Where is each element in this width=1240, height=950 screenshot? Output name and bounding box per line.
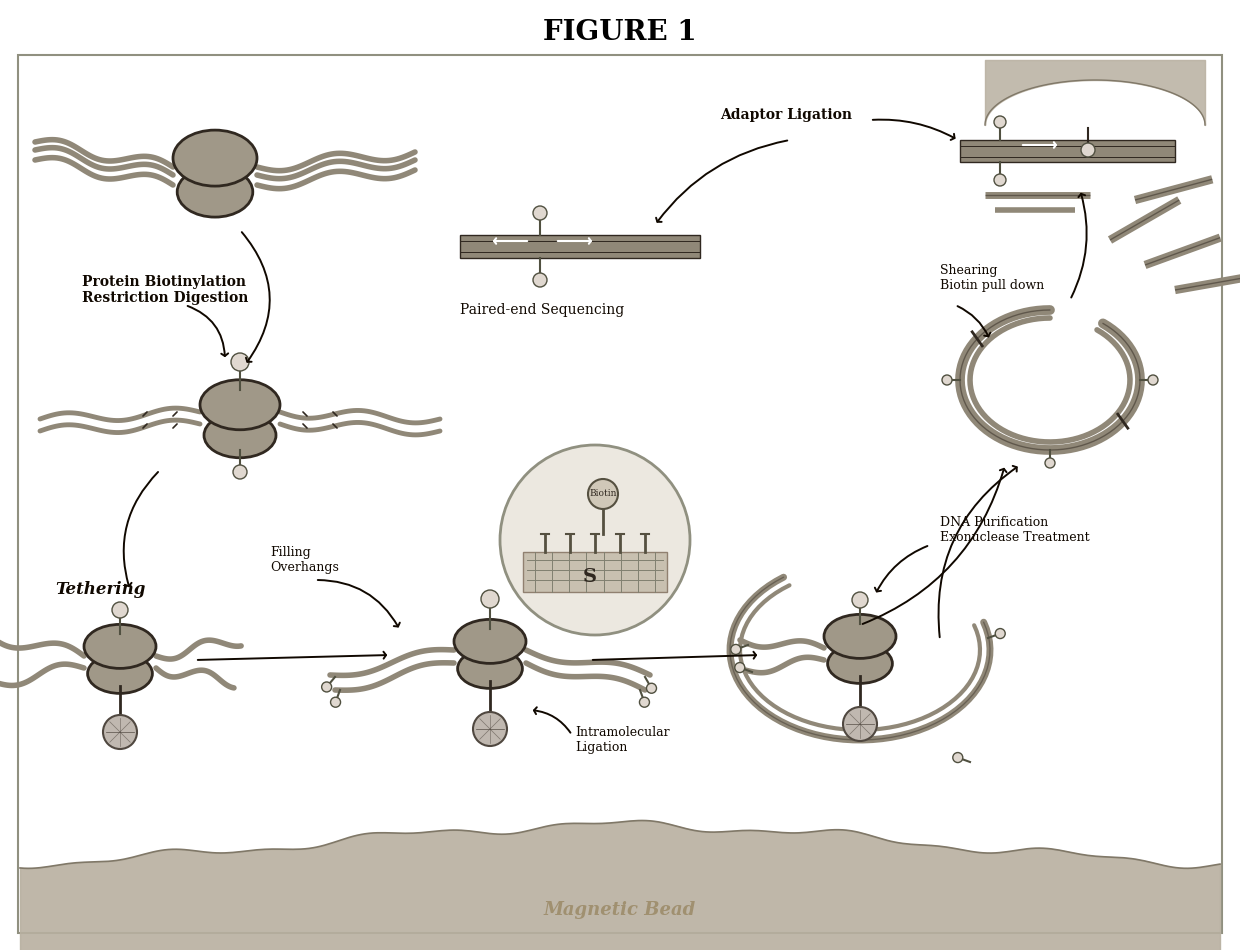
Bar (460, 235, 701, 258)
Ellipse shape (84, 624, 156, 669)
Ellipse shape (177, 166, 253, 218)
Text: Adaptor Ligation: Adaptor Ligation (720, 108, 852, 122)
Circle shape (331, 697, 341, 707)
Text: FIGURE 1: FIGURE 1 (543, 18, 697, 46)
Ellipse shape (827, 644, 893, 683)
Text: Magnetic Bead: Magnetic Bead (544, 901, 696, 919)
Circle shape (843, 707, 877, 741)
Circle shape (735, 662, 745, 673)
Circle shape (952, 752, 962, 763)
Circle shape (994, 116, 1006, 128)
Ellipse shape (205, 412, 277, 458)
Circle shape (640, 697, 650, 707)
Text: Protein Biotinylation
Restriction Digestion: Protein Biotinylation Restriction Digest… (82, 275, 248, 305)
Circle shape (588, 479, 618, 509)
Ellipse shape (88, 654, 153, 694)
Circle shape (231, 353, 249, 371)
Ellipse shape (454, 619, 526, 663)
Text: Filling
Overhangs: Filling Overhangs (270, 546, 339, 574)
Circle shape (994, 174, 1006, 186)
Circle shape (472, 712, 507, 746)
Text: Shearing
Biotin pull down: Shearing Biotin pull down (940, 264, 1044, 292)
Text: DNA Purification
Exonuclease Treatment: DNA Purification Exonuclease Treatment (940, 516, 1090, 544)
Circle shape (942, 375, 952, 385)
Circle shape (103, 715, 136, 749)
Ellipse shape (458, 649, 522, 689)
Circle shape (1045, 458, 1055, 468)
Circle shape (533, 206, 547, 220)
Bar (523, 552, 667, 592)
Text: Biotin: Biotin (589, 489, 616, 499)
Circle shape (1148, 375, 1158, 385)
Bar (960, 140, 1176, 162)
Circle shape (533, 273, 547, 287)
Circle shape (646, 683, 656, 694)
Text: Intramolecular
Ligation: Intramolecular Ligation (575, 726, 670, 754)
Ellipse shape (825, 615, 897, 658)
Ellipse shape (174, 130, 257, 186)
Circle shape (996, 629, 1006, 638)
Circle shape (730, 644, 740, 655)
Text: Tethering: Tethering (55, 581, 145, 598)
Circle shape (321, 682, 331, 692)
Circle shape (233, 465, 247, 479)
Circle shape (112, 602, 128, 618)
Circle shape (1081, 143, 1095, 157)
Circle shape (481, 590, 498, 608)
Text: Paired-end Sequencing: Paired-end Sequencing (460, 303, 624, 317)
Ellipse shape (200, 380, 280, 429)
Circle shape (500, 445, 689, 635)
Circle shape (852, 592, 868, 608)
Text: S: S (583, 568, 596, 586)
